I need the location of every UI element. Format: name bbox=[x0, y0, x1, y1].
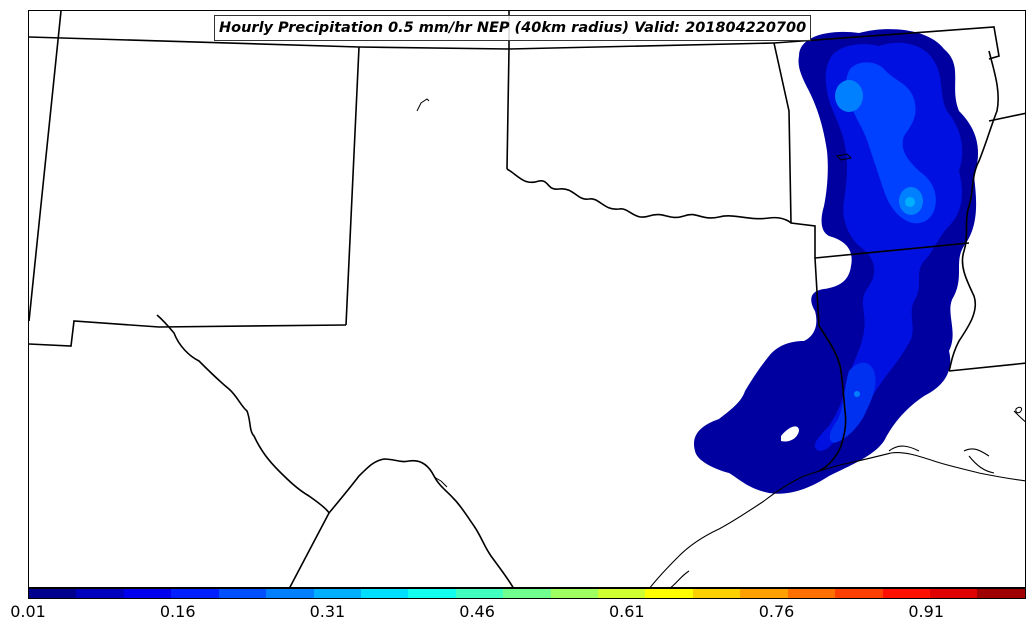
colorbar-tick-label: 0.46 bbox=[459, 602, 495, 621]
colorbar-segment bbox=[29, 589, 77, 598]
colorbar bbox=[28, 588, 1026, 599]
coastline bbox=[649, 410, 1025, 587]
colorbar-segment bbox=[455, 589, 504, 598]
colorbar-tick-label: 0.76 bbox=[758, 602, 795, 621]
colorbar-tick-label: 0.31 bbox=[309, 602, 346, 621]
colorbar-segment bbox=[930, 589, 978, 598]
colorbar-segment bbox=[835, 589, 883, 598]
colorbar-tick-label: 0.91 bbox=[908, 602, 944, 621]
colorbar-tick-label: 0.61 bbox=[608, 602, 645, 621]
colorbar-segment bbox=[503, 589, 551, 598]
colorbar-tick-label: 0.01 bbox=[10, 602, 46, 621]
colorbar-segment bbox=[550, 589, 599, 598]
precip-region-high bbox=[846, 62, 936, 224]
colorbar-segment bbox=[408, 589, 456, 598]
precip-gap bbox=[781, 426, 799, 442]
colorbar-segment bbox=[598, 589, 646, 598]
precip-core-north bbox=[835, 80, 863, 112]
map-title: Hourly Precipitation 0.5 mm/hr NEP (40km… bbox=[214, 15, 812, 41]
lakes bbox=[416, 98, 1022, 488]
colorbar-segment bbox=[313, 589, 361, 598]
colorbar-segment bbox=[76, 589, 124, 598]
precip-region-mid bbox=[814, 42, 963, 451]
colorbar-segment bbox=[266, 589, 314, 598]
colorbar-segment bbox=[645, 589, 693, 598]
colorbar-segment bbox=[171, 589, 219, 598]
colorbar-segment bbox=[740, 589, 788, 598]
colorbar-tick-label: 0.16 bbox=[159, 602, 196, 621]
precip-core-south bbox=[854, 391, 860, 397]
precip-core-central-inner bbox=[905, 197, 915, 207]
colorbar-segment bbox=[882, 589, 931, 598]
colorbar-segment bbox=[787, 589, 836, 598]
colorbar-segment bbox=[977, 589, 1025, 598]
colorbar-segment bbox=[123, 589, 172, 598]
colorbar-segment bbox=[692, 589, 741, 598]
map-canvas bbox=[29, 11, 1025, 587]
colorbar-segment bbox=[218, 589, 267, 598]
precip-region-high-south bbox=[829, 362, 876, 443]
colorbar-segment bbox=[360, 589, 409, 598]
map-panel bbox=[28, 10, 1026, 588]
